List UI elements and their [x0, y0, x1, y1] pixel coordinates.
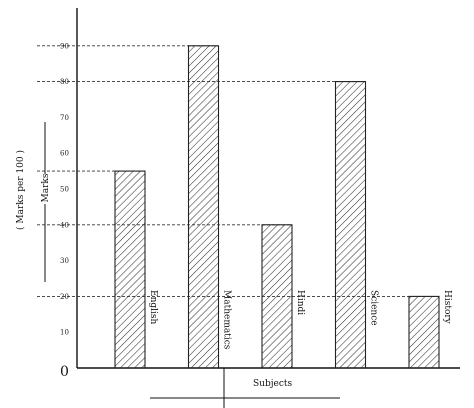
category-labels: English Mathematics Hindi Science History: [148, 290, 452, 350]
y-tick-label: 80: [60, 78, 69, 86]
x-axis-label-group: Subjects: [150, 368, 340, 408]
bars: [114, 45, 440, 369]
category-label: History: [442, 290, 452, 325]
y-tick-label: 50: [60, 186, 69, 194]
bar-mathematics: [187, 45, 220, 369]
y-tick-label: 10: [60, 329, 69, 337]
reference-lines: [37, 45, 439, 297]
category-label: Science: [369, 290, 379, 326]
y-axis-inner-label: Marks: [41, 173, 51, 202]
bar-science: [334, 81, 367, 369]
y-tick-label: 20: [60, 293, 69, 301]
y-tick-label: 90: [60, 42, 69, 50]
y-tick-label: 70: [60, 114, 69, 122]
origin-label: 0: [60, 364, 69, 380]
bar-history: [408, 295, 440, 369]
category-label: Mathematics: [222, 290, 232, 350]
bar-english: [114, 170, 146, 369]
y-tick-label: 60: [60, 150, 69, 158]
category-label: English: [148, 290, 158, 325]
y-tick-label: 40: [60, 221, 69, 229]
y-tick-labels: 10 20 30 40 50 60 70 80 90: [60, 42, 69, 336]
y-axis-label-group: ( Marks per 100 ) Marks: [15, 122, 51, 282]
x-axis-label: Subjects: [253, 379, 292, 389]
y-tick-label: 30: [60, 257, 69, 265]
bar-hindi: [261, 224, 293, 369]
category-label: Hindi: [295, 290, 305, 315]
y-axis-outer-label: ( Marks per 100 ): [15, 150, 26, 230]
